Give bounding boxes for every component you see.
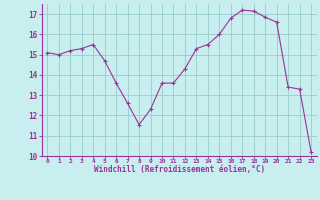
X-axis label: Windchill (Refroidissement éolien,°C): Windchill (Refroidissement éolien,°C) xyxy=(94,165,265,174)
